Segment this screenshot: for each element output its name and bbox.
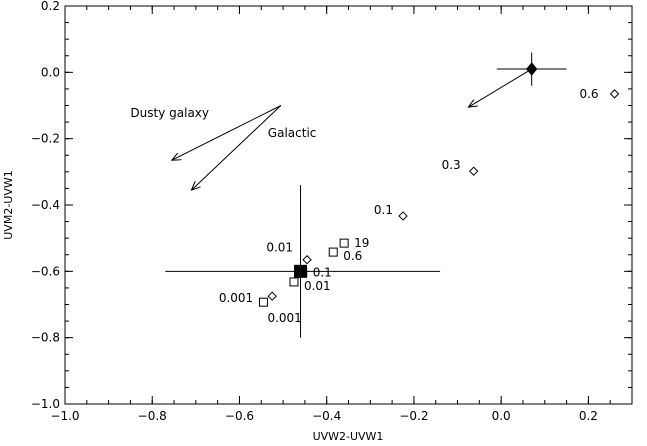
open-diamond-point [302,255,312,265]
data-markers [258,62,620,307]
y-tick-label: −0.6 [31,264,60,278]
point-label: 0.1 [313,265,332,279]
y-tick-label: −0.2 [31,132,60,146]
annotation-label: Dusty galaxy [130,106,209,120]
x-tick-label: −1.0 [50,409,79,423]
y-tick-label: 0.2 [41,0,60,13]
vector-arrows [172,68,532,191]
x-tick-label: 0.0 [492,409,511,423]
open-square-point [339,238,349,248]
y-tick-label: 0.0 [41,65,60,79]
x-tick-label: −0.2 [399,409,428,423]
axis-ticks [64,5,633,405]
y-tick-label: −1.0 [31,397,60,411]
point-label: 0.3 [442,158,461,172]
plot-frame [64,5,633,405]
point-label: 0.01 [266,241,293,255]
x-tick-label: −0.4 [312,409,341,423]
open-diamond-point [267,291,277,301]
y-tick-label: −0.4 [31,198,60,212]
source-vector-arrow [468,68,532,107]
point-label: 0.6 [343,249,362,263]
point-label: 0.01 [304,279,331,293]
filled-diamond-point [526,62,538,76]
y-tick-label: −0.8 [31,331,60,345]
filled-square-point [294,264,308,278]
dusty-galaxy-arrow [191,105,282,191]
point-label: 0.1 [374,203,393,217]
annotations: Dusty galaxy Galactic [130,106,316,140]
x-tick-label: −0.8 [138,409,167,423]
point-label: 0.6 [579,87,598,101]
open-diamond-point [609,89,620,99]
open-square-point [289,277,299,287]
open-diamond-point [398,211,408,221]
open-square-point [258,297,268,307]
axis-tick-labels: −1.0 −0.8 −0.6 −0.4 −0.2 0.0 0.2 −1.0 −0.8 −0.6 −0… [31,0,598,423]
x-axis-title: UVW2-UVW1 [313,430,384,443]
galactic-arrow [172,105,282,161]
y-axis-title: UVM2-UVW1 [2,170,15,240]
open-square-point [328,247,338,257]
point-label: 19 [354,236,369,250]
x-tick-label: −0.6 [225,409,254,423]
x-tick-label: 0.2 [579,409,598,423]
point-label: 0.001 [267,311,301,325]
open-diamond-point [468,166,479,176]
point-label: 0.001 [219,291,253,305]
annotation-label: Galactic [268,126,317,140]
